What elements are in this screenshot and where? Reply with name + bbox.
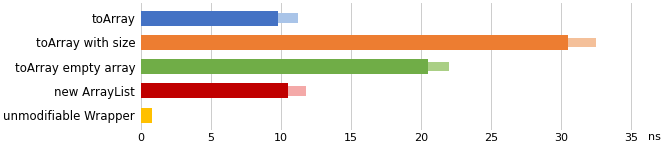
Bar bbox=[141, 35, 568, 50]
Bar bbox=[141, 59, 428, 74]
Bar bbox=[141, 86, 306, 95]
Text: ns: ns bbox=[647, 132, 661, 142]
Bar bbox=[141, 108, 152, 123]
Bar bbox=[141, 13, 297, 23]
Bar bbox=[141, 11, 278, 26]
Bar bbox=[141, 62, 449, 71]
Bar bbox=[141, 38, 596, 47]
Bar bbox=[141, 83, 288, 98]
